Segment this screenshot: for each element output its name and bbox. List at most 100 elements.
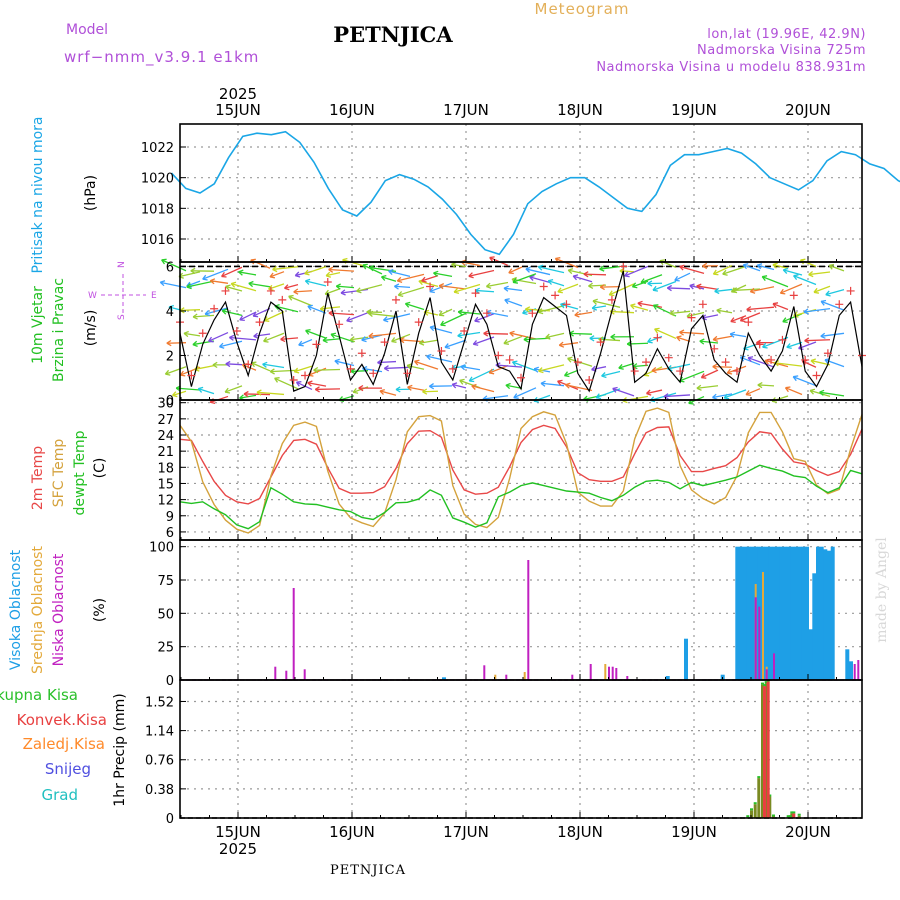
wind-arrow (820, 300, 845, 311)
wind-gust-marker (255, 318, 264, 327)
wind-arrow-head (358, 384, 364, 392)
high-cloud-bar (827, 550, 831, 680)
wind-arrow (583, 273, 607, 276)
wind-arrow-head (459, 378, 465, 385)
wind-arrow-head (772, 302, 779, 309)
wind-arrow (381, 276, 397, 282)
mid-cloud-bar (604, 664, 607, 680)
high-cloud-bar (845, 649, 850, 680)
high-cloud-bar (790, 546, 795, 680)
wind-arrow-head (453, 287, 460, 295)
wind-arrow-head (565, 382, 571, 389)
wind-arrow (256, 391, 285, 396)
total-precip-bar-cap (768, 794, 772, 797)
wind-gust-marker (482, 309, 491, 318)
wind-arrow (406, 364, 425, 370)
sfc-temp-label: SFC Temp (51, 439, 67, 508)
wind-arrow-head (666, 284, 673, 292)
cloud-y-tick-label: 50 (157, 607, 174, 622)
conv-precip-bar (766, 681, 770, 818)
wind-arrow (444, 339, 467, 349)
wind-arrow (538, 266, 565, 274)
wind-gust-marker (403, 369, 412, 378)
wind-gust-marker (312, 340, 321, 349)
wind-arrow (457, 331, 481, 337)
wind-arrow-head (592, 298, 598, 305)
low-cloud-bar (285, 670, 288, 680)
wind-arrow (560, 303, 579, 310)
wind-gust-marker (187, 371, 196, 380)
wind-arrow (471, 385, 495, 393)
wind-gust-marker (698, 300, 707, 309)
wind-arrow-head (274, 377, 280, 383)
wind-arrow-head (328, 266, 334, 273)
wind-arrow (750, 286, 775, 293)
data-layer (159, 130, 900, 819)
wind-arrow-head (779, 288, 786, 295)
high-cloud-bar (786, 546, 791, 680)
wind-arrow-head (208, 336, 214, 343)
wind-speed-line (179, 270, 863, 393)
wind-gust-marker (528, 309, 537, 318)
wind-arrow (198, 387, 215, 395)
total-precip-bar-cap (797, 813, 801, 816)
total-precip-bar-cap (790, 811, 794, 814)
wind-arrow (368, 332, 397, 337)
wind-arrow (679, 370, 705, 382)
wind-arrow-head (786, 343, 792, 350)
wind-arrow-head (761, 275, 768, 281)
wind-arrow-head (293, 367, 300, 374)
wind-arrow (165, 366, 187, 375)
high-cloud-bar (849, 661, 853, 680)
wind-arrow-head (588, 282, 594, 289)
wind-arrow-head (307, 304, 313, 311)
wind-arrow (293, 290, 313, 293)
temp2m-series-line (179, 424, 863, 505)
wind-gust-marker (232, 327, 241, 335)
wind-gust-marker (437, 347, 446, 356)
wind-arrow-head (803, 308, 809, 315)
wind-arrow-head (537, 264, 544, 271)
wind-gust-marker (619, 262, 628, 271)
wind-gust-marker (414, 318, 423, 327)
wind-arrow (701, 369, 719, 379)
x-tick-label-bottom: 20JUN (785, 823, 831, 841)
wind-arrow-head (444, 343, 451, 350)
wind-arrow-head (352, 387, 359, 394)
wind-arrow-head (820, 332, 826, 339)
wind-arrow-head (647, 337, 653, 344)
wind-arrow (166, 342, 187, 344)
wind-arrow (820, 332, 845, 337)
wind-arrow-head (808, 270, 814, 278)
wind-arrow (239, 311, 257, 321)
wind-arrow (305, 329, 327, 339)
wind-arrow (482, 395, 509, 400)
temperature-y-tick-label: 27 (157, 413, 174, 428)
wind-arrow (394, 285, 411, 289)
wind-arrow-head (288, 294, 294, 301)
wind-arrow-head (757, 382, 763, 389)
wind-arrow (599, 265, 621, 270)
wind-gust-marker (823, 349, 832, 358)
wind-arrow-head (197, 386, 204, 393)
wind-arrow-head (716, 307, 722, 314)
wind-arrow-head (601, 372, 607, 379)
wind-arrow (538, 364, 565, 372)
wind-arrow-head (368, 310, 374, 318)
conv-precip-label: Konvek.Kisa (17, 711, 107, 729)
wind-arrow-head (804, 337, 810, 344)
total-precip-bar-cap (761, 682, 764, 685)
wind-arrow-head (508, 268, 514, 275)
wind-gust-marker (562, 300, 571, 309)
total-precip-bar (764, 683, 768, 818)
model-value: wrf−nmm_v3.9.1 e1km (64, 48, 259, 67)
wind-arrow-head (394, 283, 400, 290)
wind-arrow-head (471, 383, 477, 390)
wind-arrow-head (732, 287, 738, 294)
wind-arrow-head (762, 342, 768, 349)
wind-arrow (669, 310, 691, 315)
wind-arrow (161, 259, 187, 272)
low-cloud-bar (527, 560, 530, 680)
wind-arrow-head (509, 330, 515, 337)
wind-arrow (325, 271, 341, 277)
